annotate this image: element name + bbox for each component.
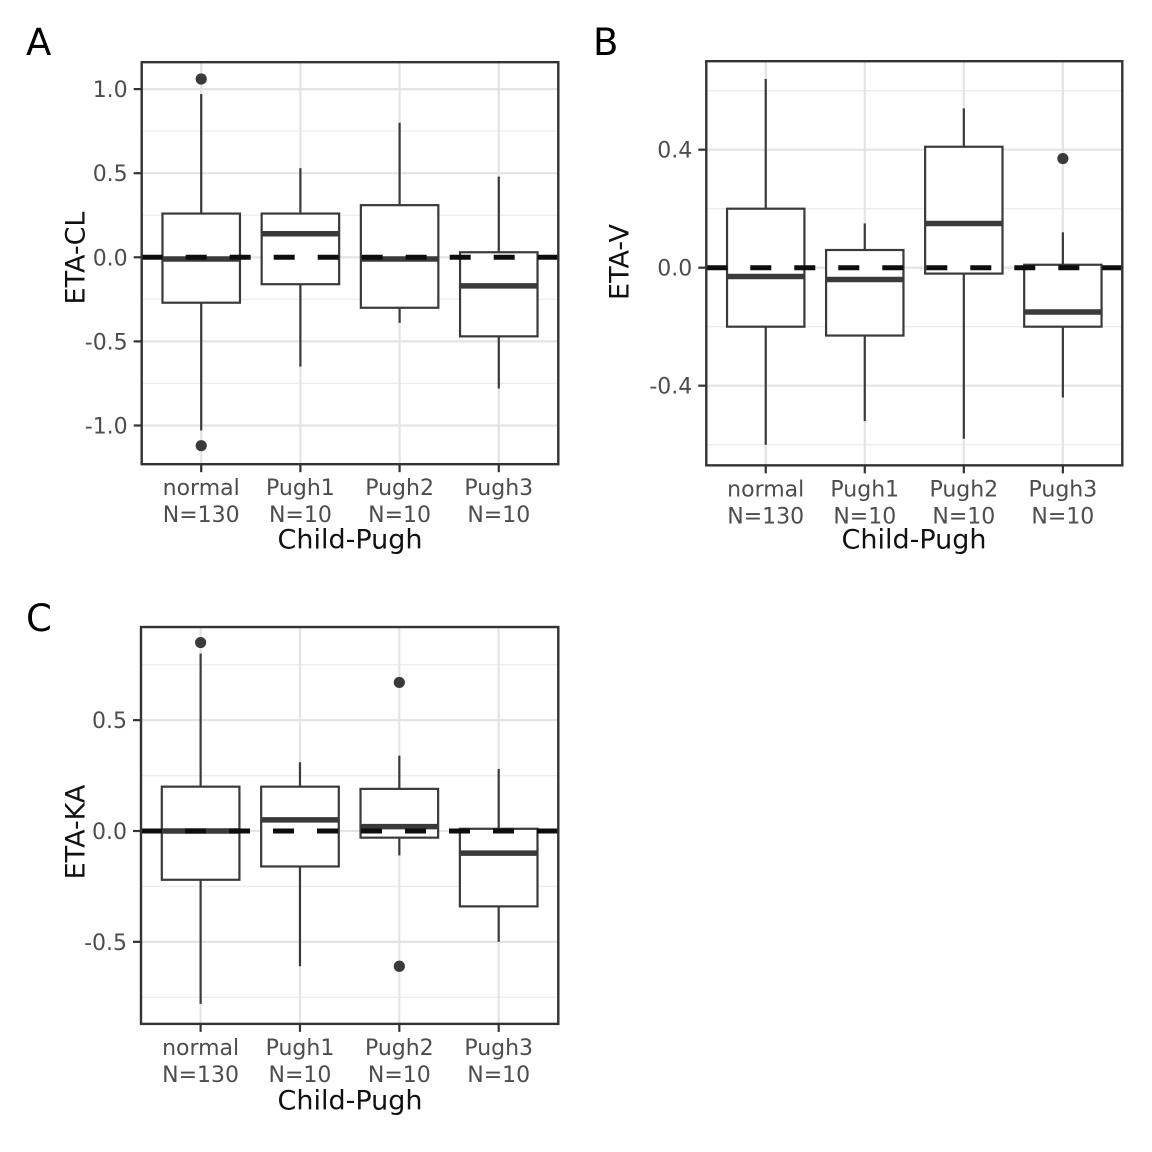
y-tick-label: -0.4	[649, 375, 692, 400]
panel-letter-c: C	[26, 597, 52, 640]
x-tick-label-count: N=10	[269, 503, 332, 528]
y-axis: 0.4 0.0 -0.4	[649, 139, 707, 400]
y-tick-label: -0.5	[85, 330, 128, 355]
y-tick-label: -1.0	[85, 415, 128, 440]
x-tick-label-group: normal	[727, 477, 804, 502]
x-tick-label-count: N=10	[932, 504, 995, 529]
y-tick-label: 0.4	[657, 139, 692, 164]
box	[260, 785, 340, 868]
box	[824, 248, 905, 337]
panel-border	[705, 60, 1124, 467]
x-tick-label-count: N=10	[368, 1063, 431, 1088]
boxplots	[725, 78, 1103, 445]
panel-a-plot: 1.00.50.0-0.5-1.0normalN=130Pugh1N=10Pug…	[85, 60, 560, 528]
outlier-point	[195, 636, 207, 649]
x-tick-label-group: Pugh1	[830, 477, 899, 502]
panel-letter-b: B	[593, 21, 619, 64]
panel-b-plot: 0.40.0-0.4normalN=130Pugh1N=10Pugh2N=10P…	[649, 60, 1124, 529]
x-tick-label-count: N=10	[467, 1063, 530, 1088]
x-tick-label-group: normal	[163, 476, 240, 501]
y-tick-label: 0.5	[92, 709, 127, 734]
x-tick-label-group: normal	[162, 1036, 239, 1061]
x-tick-label-count: N=10	[467, 503, 530, 528]
panel-border	[139, 625, 560, 1026]
x-tick-label-group: Pugh3	[464, 1036, 533, 1061]
outlier-point	[1057, 152, 1069, 165]
outlier-point	[195, 440, 207, 452]
box	[1023, 263, 1103, 328]
panel-c-plot: 0.50.0-0.5normalN=130Pugh1N=10Pugh2N=10P…	[84, 625, 560, 1088]
x-tick-label-group: Pugh1	[266, 1036, 335, 1061]
x-tick-label-count: N=130	[727, 504, 804, 529]
x-tick-label-count: N=10	[1031, 504, 1094, 529]
box	[260, 212, 341, 286]
y-tick-label: 0.5	[93, 162, 128, 187]
box	[458, 251, 539, 338]
y-tick-label: 0.0	[93, 246, 128, 271]
x-tick-label-count: N=130	[162, 1063, 239, 1088]
x-axis-title: Child-Pugh	[277, 524, 423, 556]
x-axis-title: Child-Pugh	[841, 524, 987, 556]
outlier-point	[195, 73, 207, 85]
outlier-point	[393, 676, 405, 689]
panel-border	[140, 60, 560, 466]
outlier-point	[393, 960, 405, 972]
boxplots	[160, 636, 539, 1004]
y-tick-label: 0.0	[657, 257, 692, 282]
x-tick-label-group: Pugh2	[365, 1036, 434, 1061]
x-tick-label-count: N=10	[269, 1063, 332, 1088]
y-tick-label: -0.5	[84, 931, 127, 956]
y-tick-label: 0.0	[92, 820, 127, 845]
x-axis-title: Child-Pugh	[277, 1085, 423, 1117]
boxplots	[161, 73, 539, 452]
x-tick-label-count: N=10	[833, 504, 896, 529]
x-tick-label-count: N=10	[368, 503, 431, 528]
x-tick-label-count: N=130	[163, 503, 240, 528]
y-axis: 0.5 0.0 -0.5	[84, 709, 141, 956]
y-axis: 1.0 0.5 0.0 -0.5 -1.0	[85, 78, 142, 440]
panel-letter-a: A	[26, 21, 52, 64]
box	[924, 145, 1004, 275]
x-tick-label-group: Pugh2	[365, 476, 434, 501]
y-tick-label: 1.0	[93, 78, 128, 103]
x-tick-label-group: Pugh2	[929, 477, 998, 502]
box	[458, 827, 539, 908]
x-tick-label-group: Pugh3	[1029, 477, 1098, 502]
x-tick-label-group: Pugh3	[464, 476, 533, 501]
x-tick-label-group: Pugh1	[266, 476, 335, 501]
